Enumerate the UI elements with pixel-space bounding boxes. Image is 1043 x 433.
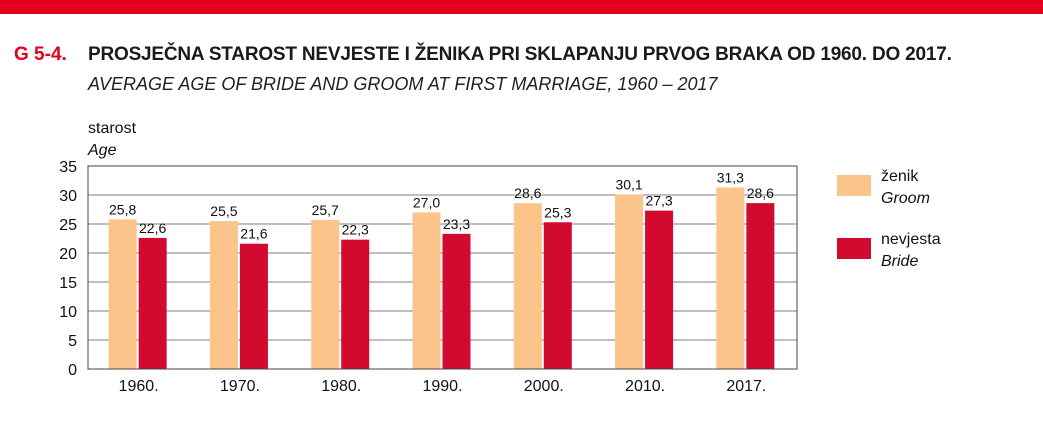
y-axis-label-en: Age — [87, 142, 117, 159]
data-labels: 25,822,625,521,625,722,327,023,328,625,3… — [109, 169, 774, 241]
data-label: 28,6 — [514, 185, 541, 201]
legend: ženik Groom nevjesta Bride — [837, 168, 941, 270]
x-tick-label: 1960. — [119, 378, 159, 395]
figure-number: G 5-4. — [14, 44, 67, 65]
legend-label-groom: ženik — [881, 168, 919, 185]
data-label: 25,5 — [210, 203, 237, 219]
y-tick-label: 10 — [59, 304, 77, 321]
chart-subtitle: AVERAGE AGE OF BRIDE AND GROOM AT FIRST … — [88, 74, 718, 94]
data-label: 23,3 — [443, 216, 470, 232]
bar-groom — [716, 187, 745, 369]
axes: 0 5 10 15 20 25 30 35 1960. 1970. 1980. 1990. 2000. 2… — [59, 159, 798, 395]
x-tick-label: 2000. — [524, 378, 564, 395]
bar-groom — [209, 221, 238, 369]
bar-bride — [341, 239, 370, 369]
legend-label-bride-en: Bride — [881, 253, 918, 270]
data-label: 31,3 — [717, 169, 744, 185]
y-tick-label: 25 — [59, 217, 77, 234]
bar-groom — [311, 219, 340, 369]
chart-title: PROSJEČNA STAROST NEVJESTE I ŽENIKA PRI … — [88, 44, 952, 65]
x-tick-label: 2017. — [726, 378, 766, 395]
data-label: 25,3 — [544, 204, 571, 220]
legend-label-groom-en: Groom — [881, 190, 930, 207]
data-label: 25,7 — [312, 202, 339, 218]
bar-bride — [746, 203, 775, 369]
legend-label-bride: nevjesta — [881, 231, 941, 248]
plot-frame — [87, 165, 798, 370]
bar-bride — [138, 237, 167, 369]
data-label: 27,0 — [413, 194, 440, 210]
data-label: 27,3 — [645, 193, 672, 209]
x-tick-label: 1980. — [321, 378, 361, 395]
data-label: 22,6 — [139, 220, 166, 236]
top-accent-bar — [0, 0, 1043, 14]
bar-groom — [412, 212, 441, 369]
bars — [108, 187, 775, 369]
bar-groom — [108, 219, 137, 369]
data-label: 22,3 — [342, 222, 369, 238]
y-tick-label: 15 — [59, 275, 77, 292]
data-label: 25,8 — [109, 201, 136, 217]
legend-swatch-groom — [837, 175, 871, 196]
x-tick-label: 2010. — [625, 378, 665, 395]
data-label: 30,1 — [615, 176, 642, 192]
y-tick-label: 5 — [68, 333, 77, 350]
bar-groom — [615, 194, 644, 369]
bar-bride — [645, 210, 674, 369]
bar-bride — [239, 243, 268, 369]
y-axis-label: starost — [88, 120, 137, 137]
y-tick-label: 35 — [59, 159, 77, 176]
y-tick-label: 20 — [59, 246, 77, 263]
bar-groom — [513, 203, 542, 369]
legend-swatch-bride — [837, 238, 871, 259]
y-tick-label: 30 — [59, 188, 77, 205]
x-tick-label: 1970. — [220, 378, 260, 395]
x-tick-label: 1990. — [422, 378, 462, 395]
bar-bride — [442, 233, 471, 369]
data-label: 21,6 — [240, 226, 267, 242]
bar-bride — [543, 222, 572, 369]
data-label: 28,6 — [747, 185, 774, 201]
y-tick-label: 0 — [68, 362, 77, 379]
